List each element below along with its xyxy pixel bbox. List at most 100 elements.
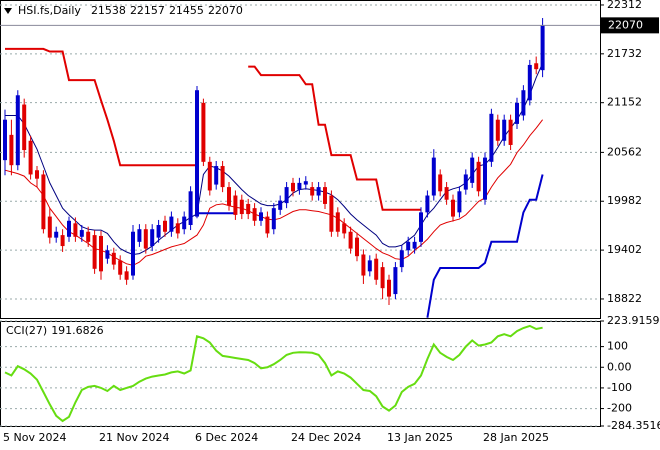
indicator-title: CCI(27) (6, 324, 47, 337)
x-tick-label: 24 Dec 2024 (291, 431, 361, 444)
candle-body (124, 271, 129, 280)
candle-body (259, 212, 263, 221)
cci-line (4, 324, 543, 423)
candle-body (92, 235, 97, 269)
candle-body (182, 216, 187, 230)
price-tag (601, 17, 659, 34)
main-panel (0, 0, 601, 319)
y-tick-label: 19982 (607, 194, 642, 207)
candle-body (54, 231, 59, 238)
candle-body (540, 25, 545, 71)
candle-body (99, 235, 103, 272)
candle-body (495, 119, 500, 141)
candle-body (329, 195, 334, 232)
candle-body (131, 231, 135, 276)
candle-body (431, 157, 436, 196)
candle-body (227, 187, 231, 206)
candle-body (233, 195, 238, 215)
candle-body (374, 258, 379, 280)
header-value: 21538 (91, 4, 126, 17)
indicator-header: CCI(27) 191.6826 (6, 324, 104, 337)
y-tick-label: 21732 (607, 47, 642, 60)
candle-body (9, 134, 14, 166)
candle-body (156, 225, 161, 238)
y-tick-label: -284.3516 (607, 419, 660, 432)
candle-body (527, 64, 532, 101)
candle-body (35, 170, 39, 179)
candle-body (79, 230, 84, 237)
candle-body (246, 203, 251, 215)
candle-body (291, 182, 295, 192)
candle-body (67, 220, 71, 237)
candle-body (15, 95, 20, 166)
candle-body (412, 241, 417, 249)
candle-body (444, 187, 449, 200)
candle-body (271, 208, 276, 230)
candle-body (284, 187, 289, 204)
candle-body (111, 252, 116, 265)
candle-body (355, 237, 359, 257)
candle-body (316, 187, 321, 196)
candle-body (348, 231, 353, 249)
candle-body (220, 166, 225, 188)
candle-body (201, 102, 206, 162)
y-tick-label: -200 (607, 402, 632, 415)
candle-body (367, 260, 372, 272)
candle-body (207, 161, 212, 191)
candle-body (406, 241, 411, 251)
candle-body (342, 223, 347, 234)
candle-body (361, 254, 366, 276)
candle-body (515, 102, 519, 124)
candle-body (502, 119, 507, 141)
candle-body (508, 119, 513, 145)
candle-body (73, 223, 78, 237)
y-tick-label: 18822 (607, 292, 642, 305)
chart-header: HSI.fs,Daily 21538 22157 21455 22070 (18, 4, 243, 17)
candle-body (399, 250, 404, 268)
candle-body (252, 208, 257, 221)
y-tick-label: 0.00 (607, 360, 632, 373)
x-tick-label: 5 Nov 2024 (3, 431, 66, 444)
y-tick-label: 20562 (607, 145, 642, 158)
x-tick-label: 28 Jan 2025 (483, 431, 549, 444)
header-value: 22070 (208, 4, 243, 17)
y-tick-label: 21152 (607, 96, 642, 109)
price-tag-label: 22070 (608, 18, 643, 31)
candle-body (175, 223, 180, 234)
candle-body (278, 200, 283, 210)
candle-body (380, 267, 385, 289)
candle-body (303, 181, 308, 185)
candle-body (150, 229, 155, 247)
y-tick-label: 100 (607, 340, 628, 353)
candle-body (335, 212, 340, 232)
candle-body (137, 229, 142, 242)
candle-body (438, 174, 443, 192)
x-tick-label: 21 Nov 2024 (99, 431, 169, 444)
candle-body (457, 191, 462, 213)
candle-body (476, 161, 481, 192)
candle-body (239, 199, 244, 215)
candle-body (489, 113, 494, 162)
candle-body (214, 166, 219, 185)
candle-body (265, 216, 270, 234)
candle-body (188, 191, 193, 226)
candle-body (41, 174, 46, 230)
candle-body (22, 104, 27, 151)
candle-body (118, 260, 123, 275)
indicator-line (5, 47, 421, 211)
candle-body (297, 182, 302, 190)
x-tick-label: 6 Dec 2024 (195, 431, 258, 444)
y-tick-label: 19402 (607, 243, 642, 256)
candle-body (310, 187, 315, 196)
candle-body (47, 216, 52, 238)
candle-body (393, 267, 398, 295)
candle-body (323, 187, 327, 204)
candle-body (521, 90, 526, 116)
candle-body (463, 174, 468, 190)
indicator-line (197, 174, 544, 318)
y-tick-label: -100 (607, 381, 632, 394)
chart-title: HSI.fs,Daily (18, 4, 81, 17)
candle-body (143, 229, 148, 249)
y-tick-label: 223.9159 (607, 314, 660, 327)
